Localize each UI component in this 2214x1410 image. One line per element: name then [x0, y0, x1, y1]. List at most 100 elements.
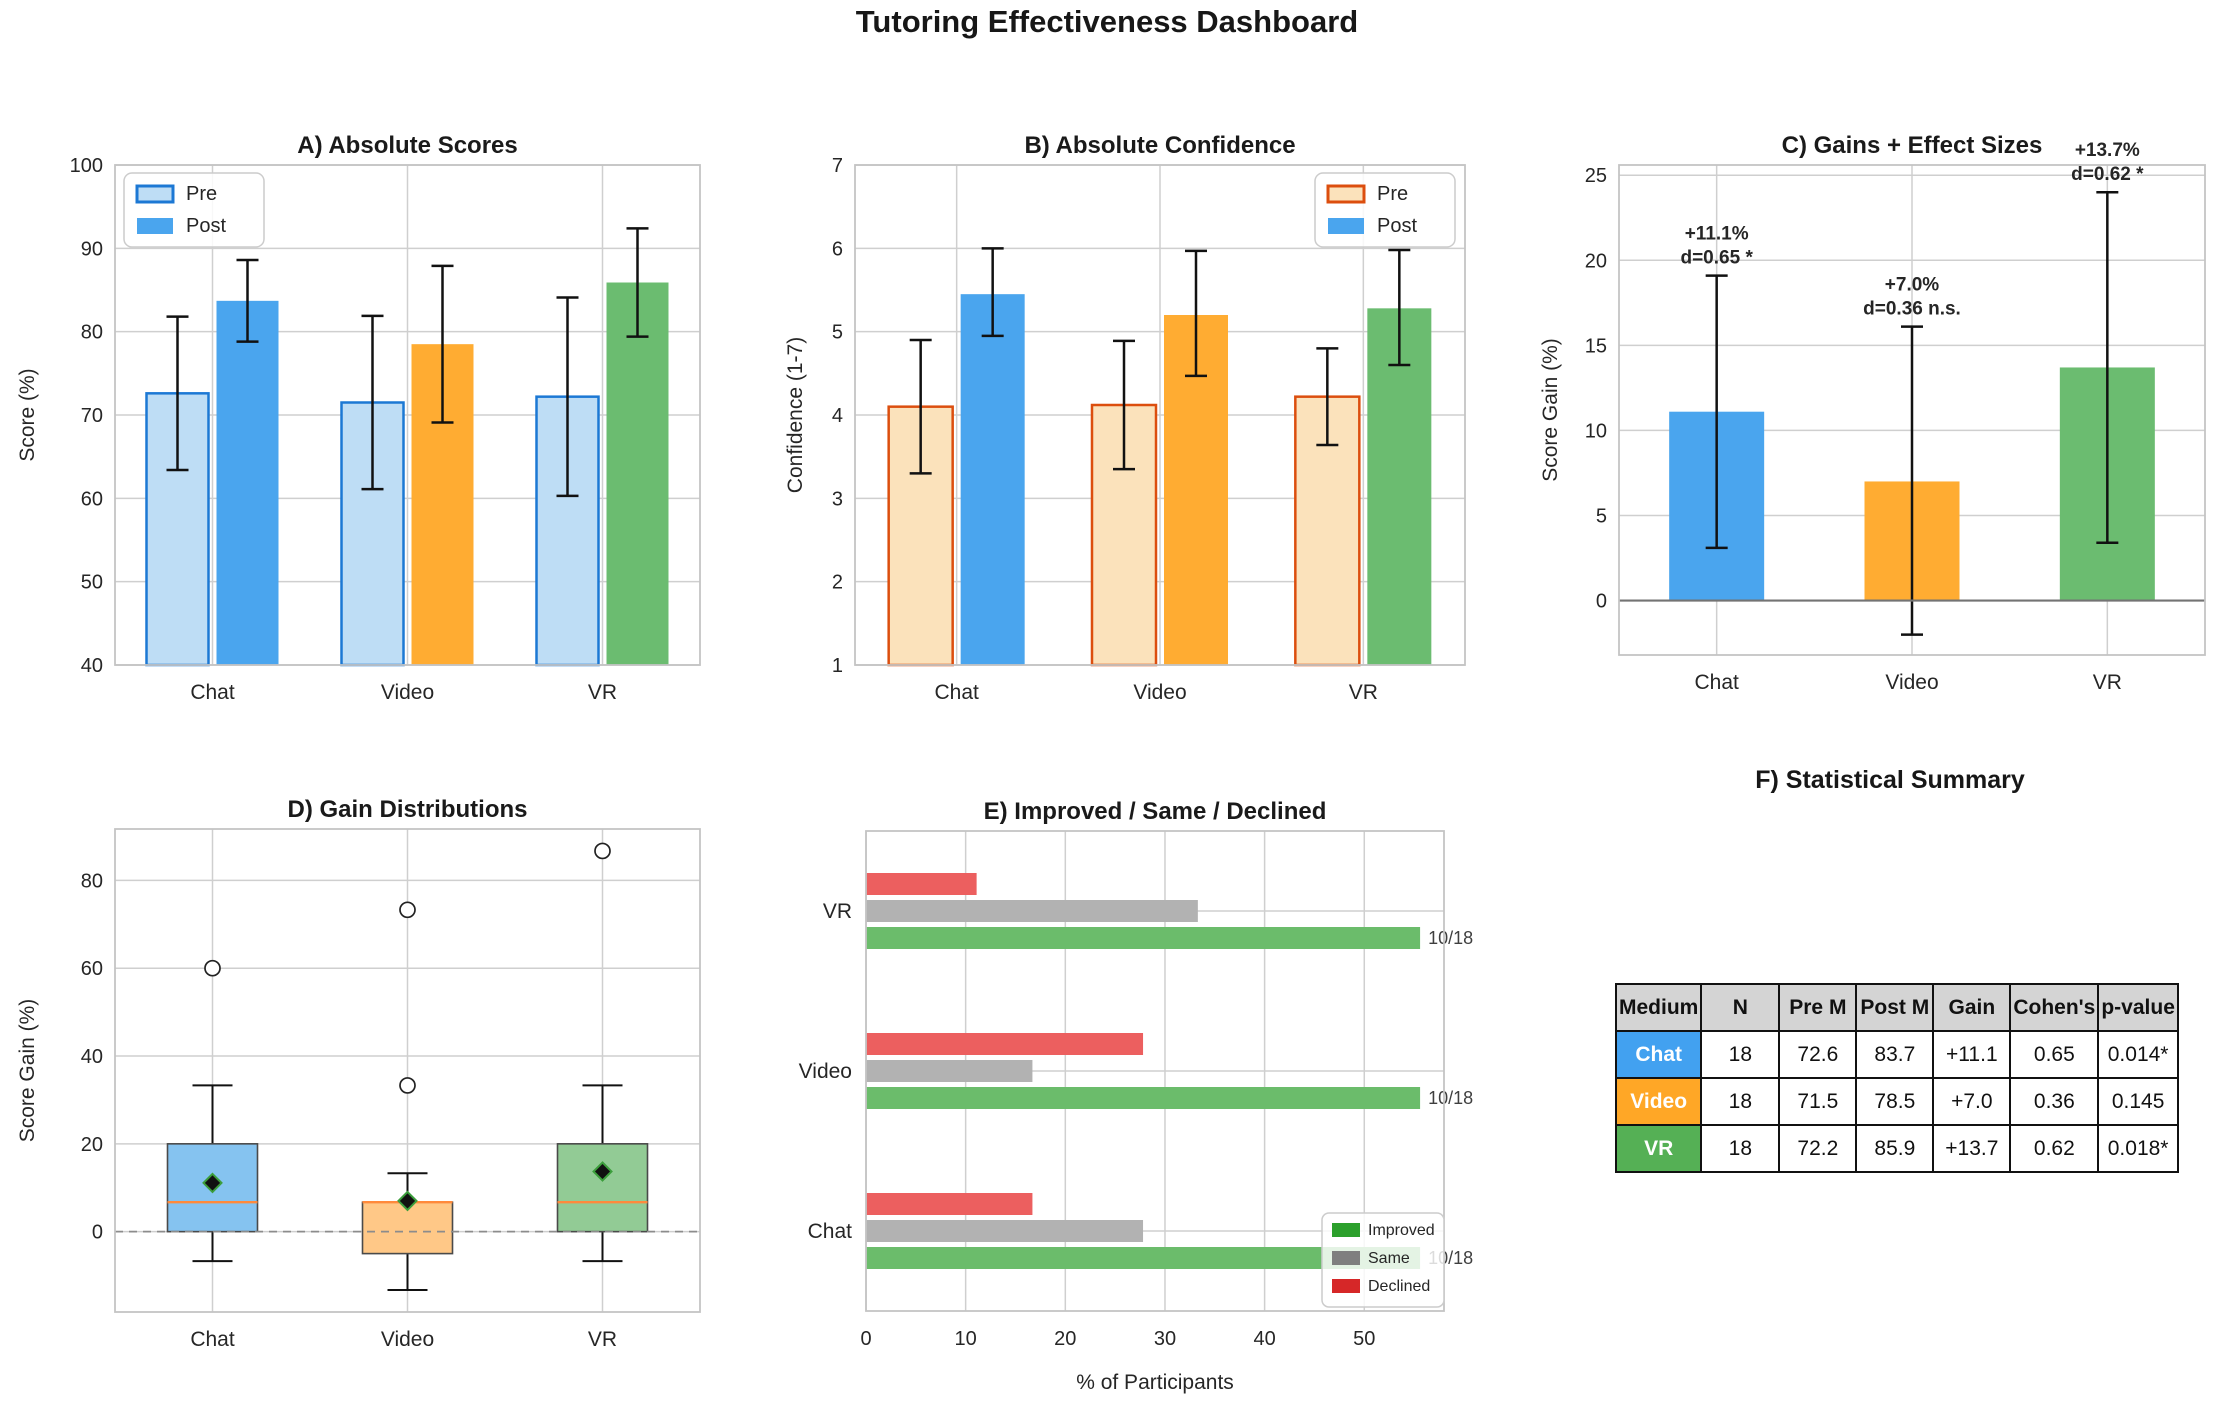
y-tick-label: 7 [832, 155, 843, 177]
bar-vr-post [606, 282, 669, 665]
table-cell: +13.7 [1932, 1124, 2012, 1173]
y-tick-label: 20 [81, 1134, 103, 1156]
x-tick-label: Video [1133, 681, 1186, 704]
table-cell: 0.018* [2097, 1124, 2179, 1173]
y-tick-label: 2 [832, 572, 843, 594]
legend-swatch-improved [1332, 1223, 1360, 1237]
bar-vr-declined [866, 873, 977, 895]
x-tick-label: Chat [1694, 671, 1739, 694]
statistical-summary-table: Medium N Pre M Post M Gain Cohen's p-value Chat… [1614, 983, 2179, 1173]
medium-cell-video: Video [1614, 1077, 1703, 1126]
panel-title: C) Gains + Effect Sizes [1782, 132, 2043, 159]
y-tick-label: 40 [81, 1046, 103, 1068]
y-tick-label: 80 [81, 870, 103, 892]
x-tick-label: 20 [1054, 1328, 1076, 1350]
legend-swatch-pre [135, 184, 175, 204]
y-tick-label: 70 [81, 405, 103, 427]
table-header: Medium N Pre M Post M Gain Cohen's p-value [1614, 983, 2179, 1032]
bar-chat-post [216, 300, 279, 665]
chart-gain-distributions: 0 20 40 60 80 Chat Video VR D) Gain Distribution… [16, 796, 701, 1351]
x-tick-label: VR [588, 1328, 617, 1351]
bar-chat-declined [866, 1193, 1033, 1215]
x-tick-label: 50 [1353, 1328, 1375, 1350]
count-label: 10/18 [1428, 928, 1473, 948]
table-cell: 0.36 [2009, 1077, 2100, 1126]
bar-chat-same [866, 1220, 1144, 1242]
dashboard-title: Tutoring Effectiveness Dashboard [855, 4, 1359, 39]
table-cell: 85.9 [1855, 1124, 1935, 1173]
y-tick-label: 0 [1596, 591, 1607, 613]
outlier-point [594, 842, 611, 860]
table-cell: 0.145 [2097, 1077, 2179, 1126]
table-header-cell: Pre M [1778, 983, 1858, 1032]
box-vr [556, 1143, 649, 1233]
x-axis-label: % of Participants [1076, 1371, 1234, 1394]
chart-absolute-confidence: 1 2 3 4 5 6 7 Chat Video VR B) Absolute Confidence… [784, 132, 1466, 704]
statistical-summary-title: F) Statistical Summary [1755, 766, 2025, 794]
bar-video-declined [866, 1033, 1144, 1055]
panel-title: D) Gain Distributions [288, 796, 528, 823]
plot-frame [114, 828, 701, 1313]
y-tick-label: 80 [81, 322, 103, 344]
plot-frame [114, 164, 701, 666]
bar-chat-post [960, 294, 1025, 665]
x-tick-label: 0 [860, 1328, 871, 1350]
mean-marker [592, 1161, 613, 1182]
panel-title: B) Absolute Confidence [1024, 132, 1295, 159]
y-tick-label: Chat [808, 1220, 853, 1243]
y-tick-label: 1 [832, 655, 843, 677]
gain-annotation: +13.7% [2075, 140, 2140, 161]
plot-frame [854, 164, 1466, 666]
plot-frame [1618, 164, 2206, 656]
plot-frame [865, 830, 1445, 1312]
table-body: Chat 18 72.6 83.7 +11.1 0.65 0.014* Video 18 71.5… [1614, 1030, 2179, 1173]
table-header-cell: Post M [1855, 983, 1935, 1032]
table-header-cell: Gain [1932, 983, 2012, 1032]
legend-swatch-post [137, 218, 173, 234]
table-cell: 0.014* [2097, 1030, 2179, 1079]
y-tick-label: 3 [832, 488, 843, 510]
bar-video-improved [866, 1087, 1421, 1109]
table-cell: 18 [1700, 1124, 1781, 1173]
table-cell: 18 [1700, 1030, 1781, 1079]
x-tick-label: VR [588, 681, 617, 704]
x-tick-label: Chat [190, 1328, 235, 1351]
legend-swatch-declined [1332, 1279, 1360, 1293]
chart-absolute-scores: 40 50 60 70 80 90 100 Chat Video VR A) Absolute Sc… [16, 132, 701, 704]
panel-title: A) Absolute Scores [297, 132, 518, 159]
panel-title: E) Improved / Same / Declined [984, 798, 1327, 825]
table-cell: 83.7 [1855, 1030, 1935, 1079]
x-tick-label: 40 [1253, 1328, 1275, 1350]
y-tick-label: 40 [81, 655, 103, 677]
y-tick-label: 5 [832, 322, 843, 344]
effect-size-annotation: d=0.62 * [2071, 164, 2144, 185]
x-tick-label: 10 [955, 1328, 977, 1350]
x-tick-label: 30 [1154, 1328, 1176, 1350]
table-cell: 18 [1700, 1077, 1781, 1126]
legend-label-improved: Improved [1368, 1222, 1435, 1239]
table-header-cell: N [1700, 983, 1781, 1032]
legend-label-pre: Pre [1377, 183, 1408, 205]
x-tick-label: Chat [190, 681, 235, 704]
table-cell: +7.0 [1932, 1077, 2012, 1126]
y-tick-label: 20 [1585, 250, 1607, 272]
y-tick-label: VR [823, 900, 852, 923]
chart-gains-effect-sizes: 0 5 10 15 20 25 Chat Video VR C) Gains + Effect S… [1539, 132, 2206, 694]
mean-marker [397, 1190, 418, 1212]
table-cell: 0.62 [2009, 1124, 2100, 1173]
x-tick-label: Video [381, 681, 434, 704]
y-tick-label: Video [799, 1060, 852, 1083]
gain-annotation: +7.0% [1885, 275, 1940, 296]
y-tick-label: 50 [81, 572, 103, 594]
y-tick-label: 10 [1585, 420, 1607, 442]
x-tick-label: Chat [934, 681, 979, 704]
y-tick-label: 5 [1596, 505, 1607, 527]
y-axis-label: Score Gain (%) [16, 999, 39, 1143]
y-axis-label: Score Gain (%) [1539, 338, 1562, 482]
mean-marker [202, 1172, 223, 1194]
table-cell: +11.1 [1932, 1030, 2012, 1079]
table-row: VR 18 72.2 85.9 +13.7 0.62 0.018* [1614, 1124, 2179, 1173]
table-header-cell: Medium [1614, 983, 1703, 1032]
bar-vr-post [1367, 308, 1432, 665]
